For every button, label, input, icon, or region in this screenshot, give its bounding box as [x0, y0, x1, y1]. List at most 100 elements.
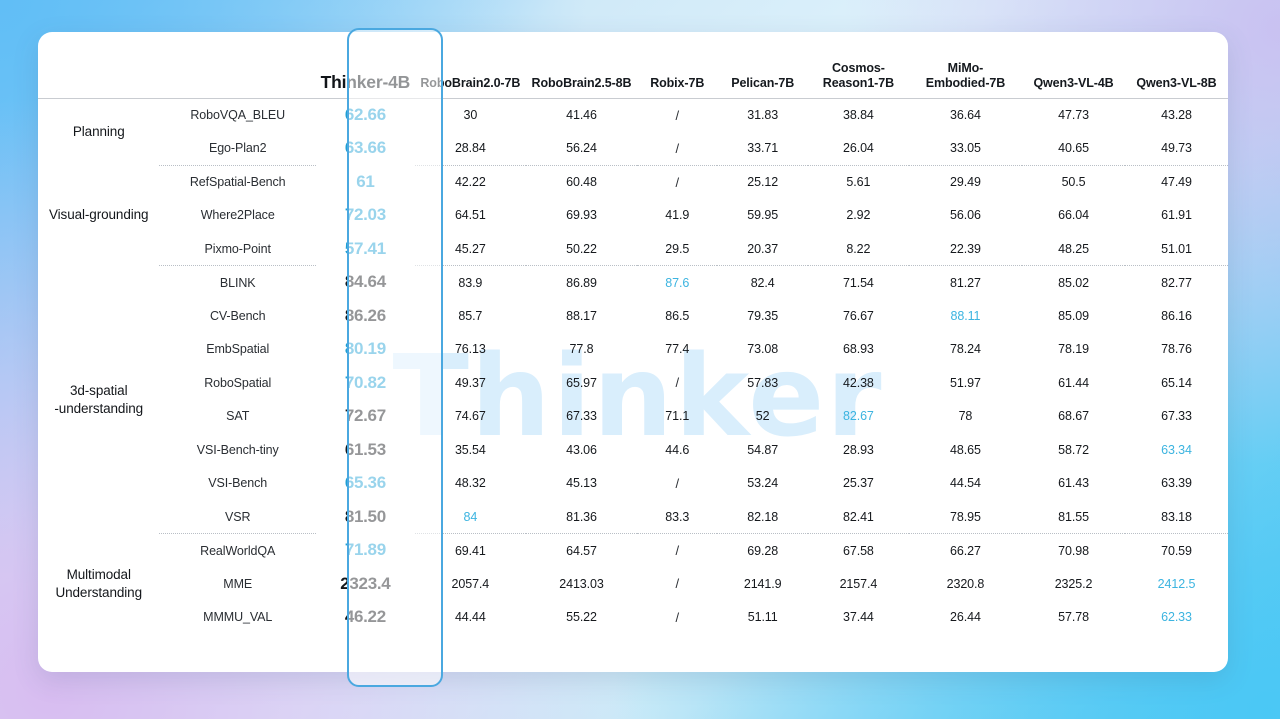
cell-pelican-7b: 59.95	[747, 208, 779, 223]
cell-cosmos-reason1-7b: 82.67	[843, 409, 874, 424]
table-row: RoboSpatial 70.82 49.37 65.97 / 57.83 42.38 51.…	[38, 366, 1228, 400]
cell-qwen3-vl-4b: 47.73	[1058, 108, 1089, 122]
cell-robobrain20-7b: 74.67	[454, 409, 486, 424]
benchmark-name: MME	[223, 576, 253, 591]
cell-qwen3-vl-8b: 82.77	[1161, 275, 1192, 290]
benchmark-name: BLINK	[219, 275, 256, 290]
cell-mimo-embodied-7b: 33.05	[908, 131, 1023, 166]
cell-cosmos-reason1-7b: 82.41	[807, 500, 909, 534]
cell-qwen3-vl-4b: 58.72	[1058, 442, 1089, 457]
cell-mimo-embodied-7b: 2320.8	[946, 576, 985, 591]
cell-qwen3-vl-8b: 86.16	[1161, 308, 1192, 323]
header-cosmos-reason1-7b: Cosmos- Reason1-7B	[822, 61, 895, 91]
cell-qwen3-vl-4b: 70.98	[1058, 543, 1089, 558]
header-benchmark-blank	[159, 32, 315, 98]
cell-pelican-7b: 2141.9	[743, 576, 782, 591]
table-row: Visual-grounding RefSpatial-Bench 61 42.22 6…	[38, 165, 1228, 223]
cell-robix-7b: 71.1	[665, 409, 690, 424]
cell-qwen3-vl-4b: 61.44	[1058, 375, 1089, 390]
cell-qwen3-vl-4b: 48.25	[1022, 232, 1125, 266]
cell-mimo-embodied-7b: 29.49	[950, 175, 981, 189]
cell-qwen3-vl-8b: 61.91	[1161, 208, 1192, 223]
cell-cosmos-reason1-7b: 42.38	[843, 375, 874, 390]
benchmark-name: EmbSpatial	[206, 342, 270, 357]
cell-cosmos-reason1-7b: 26.04	[807, 131, 909, 166]
cell-mimo-embodied-7b: 81.27	[950, 275, 981, 290]
cell-robobrain25-8b: 88.17	[566, 308, 597, 323]
cell-thinker: 62.66	[344, 105, 386, 124]
cell-robix-7b: /	[675, 174, 679, 190]
cell-cosmos-reason1-7b: 28.93	[843, 442, 874, 457]
cell-mimo-embodied-7b: 36.64	[950, 108, 981, 122]
cell-qwen3-vl-4b: 50.5	[1061, 175, 1086, 189]
cell-cosmos-reason1-7b: 25.37	[843, 476, 874, 491]
cell-robobrain20-7b: 42.22	[454, 175, 486, 189]
cell-thinker: 63.66	[344, 138, 386, 158]
cell-qwen3-vl-8b: 78.76	[1161, 342, 1192, 357]
cell-robix-7b: 83.3	[637, 500, 718, 534]
cell-qwen3-vl-4b: 78.19	[1058, 342, 1089, 357]
header-robix-7b: Robix-7B	[650, 76, 705, 91]
cell-pelican-7b: 82.18	[717, 500, 808, 534]
cell-robobrain25-8b: 41.46	[566, 108, 597, 122]
cell-cosmos-reason1-7b: 5.61	[846, 175, 871, 189]
cell-thinker: 84.64	[344, 272, 386, 292]
benchmark-name: CV-Bench	[209, 308, 266, 323]
cell-cosmos-reason1-7b: 2.92	[846, 208, 871, 223]
cell-qwen3-vl-8b: 63.34	[1161, 442, 1192, 457]
cell-thinker: 71.89	[344, 540, 386, 560]
cell-robobrain25-8b: 69.93	[566, 208, 597, 223]
cell-robix-7b: 86.5	[665, 308, 690, 323]
benchmark-name: VSR	[159, 500, 316, 534]
cell-qwen3-vl-8b: 2412.5	[1157, 576, 1196, 591]
cell-robix-7b: 87.6	[665, 275, 690, 290]
cell-thinker: 46.22	[344, 607, 386, 627]
cell-qwen3-vl-4b: 81.55	[1022, 500, 1125, 534]
cell-thinker: 2323.4	[340, 573, 391, 593]
cell-robobrain20-7b: 35.54	[454, 442, 486, 457]
cell-qwen3-vl-4b: 68.67	[1058, 409, 1089, 424]
cell-thinker: 70.82	[344, 372, 386, 392]
header-qwen3-vl-8b: Qwen3-VL-8B	[1136, 76, 1217, 91]
table-row: Multimodal Understanding RealWorldQA 71.89 6…	[38, 534, 1228, 600]
benchmark-name: VSI-Bench	[208, 476, 268, 491]
benchmark-table-card: Thinker Thinker-4B RoboBrain2.0-7B RoboBra…	[38, 32, 1228, 672]
cell-qwen3-vl-8b: 63.39	[1161, 476, 1192, 491]
cell-qwen3-vl-8b: 51.01	[1125, 232, 1228, 266]
cell-pelican-7b: 79.35	[747, 308, 779, 323]
benchmark-name: RoboSpatial	[204, 375, 272, 390]
cell-mimo-embodied-7b: 78	[958, 409, 973, 424]
cell-cosmos-reason1-7b: 67.58	[843, 543, 874, 558]
cell-robix-7b: /	[675, 543, 679, 558]
table-header: Thinker-4B RoboBrain2.0-7B RoboBrain2.5-8B…	[38, 32, 1228, 98]
cell-pelican-7b: 51.11	[747, 610, 778, 625]
cell-pelican-7b: 31.83	[747, 108, 779, 122]
cell-robobrain25-8b: 77.8	[569, 342, 594, 357]
cell-thinker: 61.53	[344, 439, 386, 459]
benchmark-name: Where2Place	[200, 208, 275, 223]
cell-thinker: 72.03	[344, 205, 386, 225]
group-label-multimodal-understanding: Multimodal Understanding	[55, 567, 142, 600]
header-qwen3-vl-4b: Qwen3-VL-4B	[1033, 76, 1114, 91]
header-group-blank	[38, 32, 159, 98]
cell-qwen3-vl-8b: 62.33	[1161, 610, 1192, 625]
cell-robobrain20-7b: 84	[414, 500, 526, 534]
cell-mimo-embodied-7b: 22.39	[908, 232, 1023, 266]
table-row: MME 2323.4 2057.4 2413.03 / 2141.9 2157.4 2320.…	[38, 567, 1228, 601]
header-pelican-7b: Pelican-7B	[731, 76, 795, 91]
cell-robobrain20-7b: 44.44	[454, 610, 486, 625]
cell-qwen3-vl-8b: 49.73	[1125, 131, 1228, 166]
cell-robix-7b: 41.9	[665, 208, 690, 223]
cell-cosmos-reason1-7b: 8.22	[807, 232, 909, 266]
cell-robobrain20-7b: 2057.4	[451, 576, 490, 591]
cell-pelican-7b: 82.4	[750, 275, 775, 290]
cell-qwen3-vl-8b: 70.59	[1161, 543, 1192, 558]
cell-robix-7b: /	[675, 609, 679, 625]
cell-cosmos-reason1-7b: 71.54	[843, 275, 874, 290]
cell-mimo-embodied-7b: 51.97	[950, 375, 981, 390]
cell-thinker: 81.50	[344, 506, 386, 526]
cell-robix-7b: /	[675, 375, 679, 391]
cell-robobrain25-8b: 65.97	[566, 375, 597, 390]
cell-mimo-embodied-7b: 78.95	[908, 500, 1023, 534]
